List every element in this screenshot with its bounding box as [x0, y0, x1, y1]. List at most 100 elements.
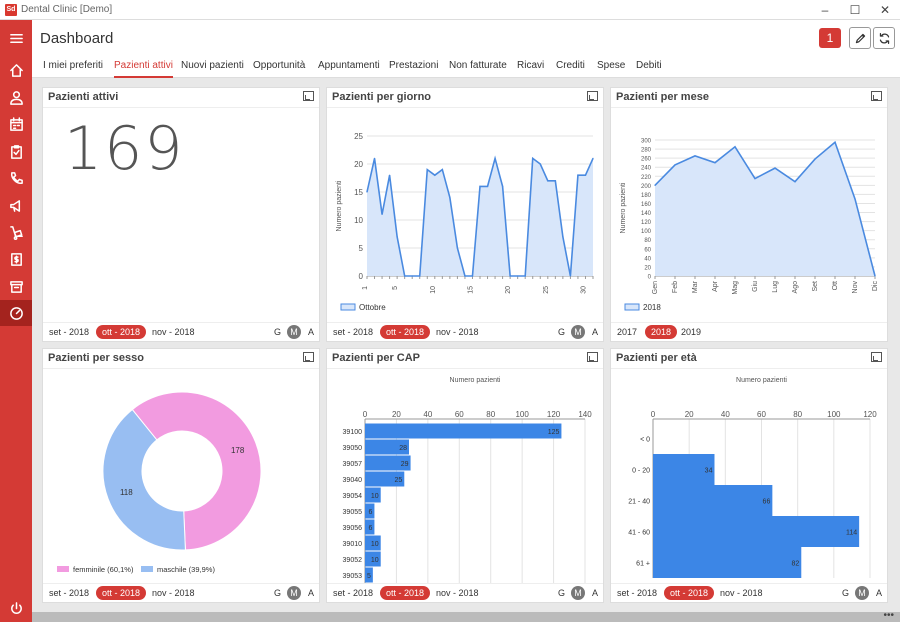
period-current[interactable]: ott - 2018 [96, 586, 147, 600]
sidebar-item-billing[interactable] [0, 246, 32, 272]
tab-debts[interactable]: Debiti [636, 60, 662, 71]
maximize-button[interactable]: ☐ [849, 3, 861, 17]
granularity-month[interactable]: M [287, 325, 301, 339]
granularity-month[interactable]: M [287, 586, 301, 600]
data-point [389, 174, 391, 176]
sidebar-item-calls[interactable] [0, 165, 32, 191]
expand-icon[interactable] [587, 91, 598, 101]
user-icon [9, 90, 23, 105]
tab-new-patients[interactable]: Nuovi pazienti [181, 60, 244, 71]
minimize-button[interactable]: – [821, 3, 829, 17]
data-point [584, 174, 587, 176]
legend-swatch [624, 303, 640, 311]
tab-appointments[interactable]: Appuntamenti [318, 60, 380, 71]
card-divider [327, 107, 603, 108]
bar [653, 485, 773, 516]
granularity-day[interactable]: G [274, 588, 282, 598]
expand-icon[interactable] [303, 352, 314, 362]
sidebar-item-home[interactable] [0, 57, 32, 83]
chart-patients-by-sex: 178 118 femminile (60,1%) maschile (39,9%) [57, 391, 262, 574]
granularity-month[interactable]: M [571, 325, 585, 339]
sidebar-item-calendar[interactable] [0, 111, 32, 137]
granularity-year[interactable]: A [308, 588, 315, 598]
close-button[interactable]: ✕ [879, 3, 891, 17]
granularity-day[interactable]: G [274, 327, 282, 337]
card-footer: 2017 2018 2019 [611, 322, 887, 341]
period-next[interactable]: nov - 2018 [720, 588, 763, 598]
tab-active-patients[interactable]: Pazienti attivi [114, 60, 173, 78]
granularity-month[interactable]: M [571, 586, 585, 600]
data-point [554, 180, 556, 182]
period-prev[interactable]: 2017 [617, 327, 638, 337]
data-point [794, 181, 796, 183]
period-prev[interactable]: set - 2018 [617, 588, 658, 598]
bar-value-label: 29 [401, 461, 409, 468]
granularity-day[interactable]: G [842, 588, 850, 598]
bar [653, 454, 715, 485]
period-current[interactable]: ott - 2018 [664, 586, 715, 600]
tab-opportunities[interactable]: Opportunità [253, 60, 306, 71]
period-prev[interactable]: set - 2018 [49, 588, 90, 598]
y-tick-label: 300 [641, 139, 652, 145]
y-tick-label: 39053 [343, 573, 363, 580]
period-current[interactable]: ott - 2018 [380, 586, 431, 600]
sidebar-item-patients[interactable] [0, 84, 32, 110]
granularity-month[interactable]: M [855, 586, 869, 600]
sidebar-item-archive[interactable] [0, 273, 32, 299]
sidebar-item-dashboard[interactable] [0, 300, 32, 326]
expand-icon[interactable] [871, 352, 882, 362]
logout-button[interactable] [0, 595, 32, 621]
granularity-day[interactable]: G [558, 588, 566, 598]
granularity-day[interactable]: G [558, 327, 566, 337]
edit-button[interactable] [849, 27, 871, 49]
bar-value-label: 10 [371, 541, 379, 548]
x-tick-label: Apr [712, 280, 719, 292]
period-next[interactable]: 2019 [681, 327, 702, 337]
granularity-year[interactable]: A [876, 588, 883, 598]
tab-services[interactable]: Prestazioni [389, 60, 439, 71]
sidebar-item-marketing[interactable] [0, 192, 32, 218]
expand-icon[interactable] [587, 352, 598, 362]
y-tick-label: 20 [644, 265, 651, 271]
tab-expenses[interactable]: Spese [597, 60, 626, 71]
data-point [734, 146, 736, 148]
period-current[interactable]: ott - 2018 [380, 325, 431, 339]
sidebar-item-stock[interactable] [0, 219, 32, 245]
period-current[interactable]: 2018 [645, 325, 678, 339]
period-current[interactable]: ott - 2018 [96, 325, 147, 339]
card-title: Pazienti per giorno [332, 91, 432, 103]
period-prev[interactable]: set - 2018 [333, 588, 374, 598]
granularity-year[interactable]: A [308, 327, 315, 337]
tab-unbilled[interactable]: Non fatturate [449, 60, 507, 71]
menu-button[interactable] [0, 25, 32, 51]
y-tick-label: 39010 [343, 541, 363, 548]
y-tick-label: 20 [354, 160, 363, 169]
y-tick-label: 160 [641, 202, 652, 208]
data-point [814, 158, 816, 160]
card-footer: set - 2018 ott - 2018 nov - 2018 G M A [43, 322, 319, 341]
expand-icon[interactable] [303, 91, 314, 101]
period-next[interactable]: nov - 2018 [436, 327, 479, 337]
notification-badge[interactable]: 1 [819, 28, 841, 48]
period-next[interactable]: nov - 2018 [152, 588, 195, 598]
legend-swatch [340, 303, 356, 311]
expand-icon[interactable] [871, 91, 882, 101]
data-point [366, 191, 368, 193]
card-title: Pazienti attivi [48, 91, 119, 103]
pencil-icon [855, 33, 865, 43]
x-tick-label: Giu [752, 281, 759, 292]
sidebar-item-tasks[interactable] [0, 138, 32, 164]
granularity-year[interactable]: A [592, 588, 599, 598]
tab-favorites[interactable]: I miei preferiti [43, 60, 104, 71]
tab-credits[interactable]: Crediti [556, 60, 585, 71]
period-next[interactable]: nov - 2018 [436, 588, 479, 598]
granularity-year[interactable]: A [592, 327, 599, 337]
more-icon[interactable]: ••• [883, 610, 894, 621]
card-patients-by-cap: Pazienti per CAP Numero pazienti 0 20 40 60 8… [326, 348, 604, 603]
period-next[interactable]: nov - 2018 [152, 327, 195, 337]
refresh-button[interactable] [873, 27, 895, 49]
period-prev[interactable]: set - 2018 [333, 327, 374, 337]
period-prev[interactable]: set - 2018 [49, 327, 90, 337]
legend-swatch [141, 566, 153, 572]
tab-revenue[interactable]: Ricavi [517, 60, 545, 71]
